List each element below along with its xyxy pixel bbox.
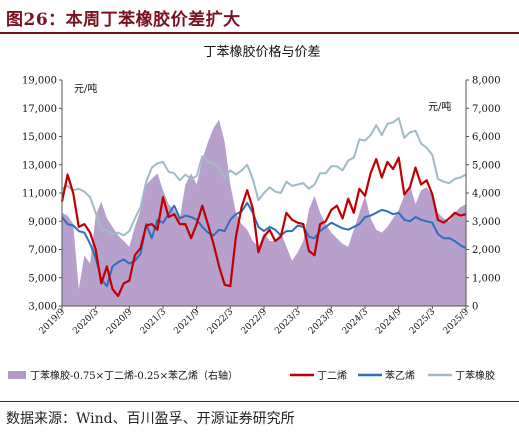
x-tick-label: 2024/9 — [374, 307, 404, 337]
left-tick-label: 5,000 — [28, 273, 57, 284]
legend-label: 丁苯橡胶-0.75×丁二烯-0.25×苯乙烯（右轴） — [30, 369, 238, 382]
x-tick-label: 2020/3 — [71, 307, 101, 337]
x-tick-label: 2022/3 — [206, 307, 236, 337]
left-tick-label: 15,000 — [22, 132, 57, 143]
right-tick-label: 7,000 — [472, 104, 501, 115]
figure-title: 图26：本周丁苯橡胶价差扩大 — [6, 10, 241, 30]
price-spread-chart: 丁苯橡胶价格与价差 元/吨 元/吨 3,000 5,000 7,000 9,000 11… — [8, 44, 501, 382]
right-tick-label: 3,000 — [472, 217, 501, 228]
sbr-line — [61, 117, 467, 237]
legend-label: 丁二烯 — [317, 369, 347, 382]
x-tick-label: 2020/9 — [105, 307, 135, 337]
x-tick-label: 2023/3 — [273, 307, 303, 337]
x-tick-label: 2025/3 — [408, 307, 438, 337]
legend-label: 苯乙烯 — [385, 369, 415, 382]
butadiene-line — [60, 156, 467, 298]
title-rule — [0, 32, 519, 34]
legend-swatch-spread — [8, 371, 26, 379]
right-tick-label: 4,000 — [472, 189, 501, 200]
left-tick-label: 11,000 — [22, 189, 57, 200]
data-source-note: 数据来源：Wind、百川盈孚、开源证券研究所 — [6, 411, 295, 427]
x-tick-label: 2021/3 — [139, 307, 169, 337]
x-tick-label: 2024/3 — [341, 307, 371, 337]
x-tick-label: 2021/9 — [172, 307, 202, 337]
legend: 丁苯橡胶-0.75×丁二烯-0.25×苯乙烯（右轴） 丁二烯 苯乙烯 丁苯橡胶 — [8, 369, 495, 382]
left-tick-label: 9,000 — [28, 217, 57, 228]
left-tick-label: 3,000 — [28, 302, 57, 313]
right-tick-label: 8,000 — [472, 76, 501, 87]
right-tick-label: 6,000 — [472, 132, 501, 143]
legend-label: 丁苯橡胶 — [455, 369, 495, 382]
source-rule — [0, 401, 519, 402]
left-tick-label: 19,000 — [22, 76, 57, 87]
left-tick-label: 13,000 — [22, 160, 57, 171]
left-tick-label: 7,000 — [28, 245, 57, 256]
right-tick-label: 5,000 — [472, 160, 501, 171]
right-tick-label: 2,000 — [472, 245, 501, 256]
x-tick-label: 2022/9 — [240, 307, 270, 337]
chart-title: 丁苯橡胶价格与价差 — [203, 44, 320, 60]
right-axis-unit: 元/吨 — [428, 100, 451, 113]
left-axis-unit: 元/吨 — [74, 82, 97, 95]
x-tick-label: 2025/9 — [442, 307, 472, 337]
spread-area — [62, 119, 466, 306]
styrene-line — [61, 201, 467, 288]
left-tick-label: 17,000 — [22, 104, 57, 115]
right-tick-label: 0 — [472, 302, 478, 313]
right-tick-label: 1,000 — [472, 273, 501, 284]
plot-area — [60, 117, 467, 306]
x-tick-label: 2023/9 — [307, 307, 337, 337]
